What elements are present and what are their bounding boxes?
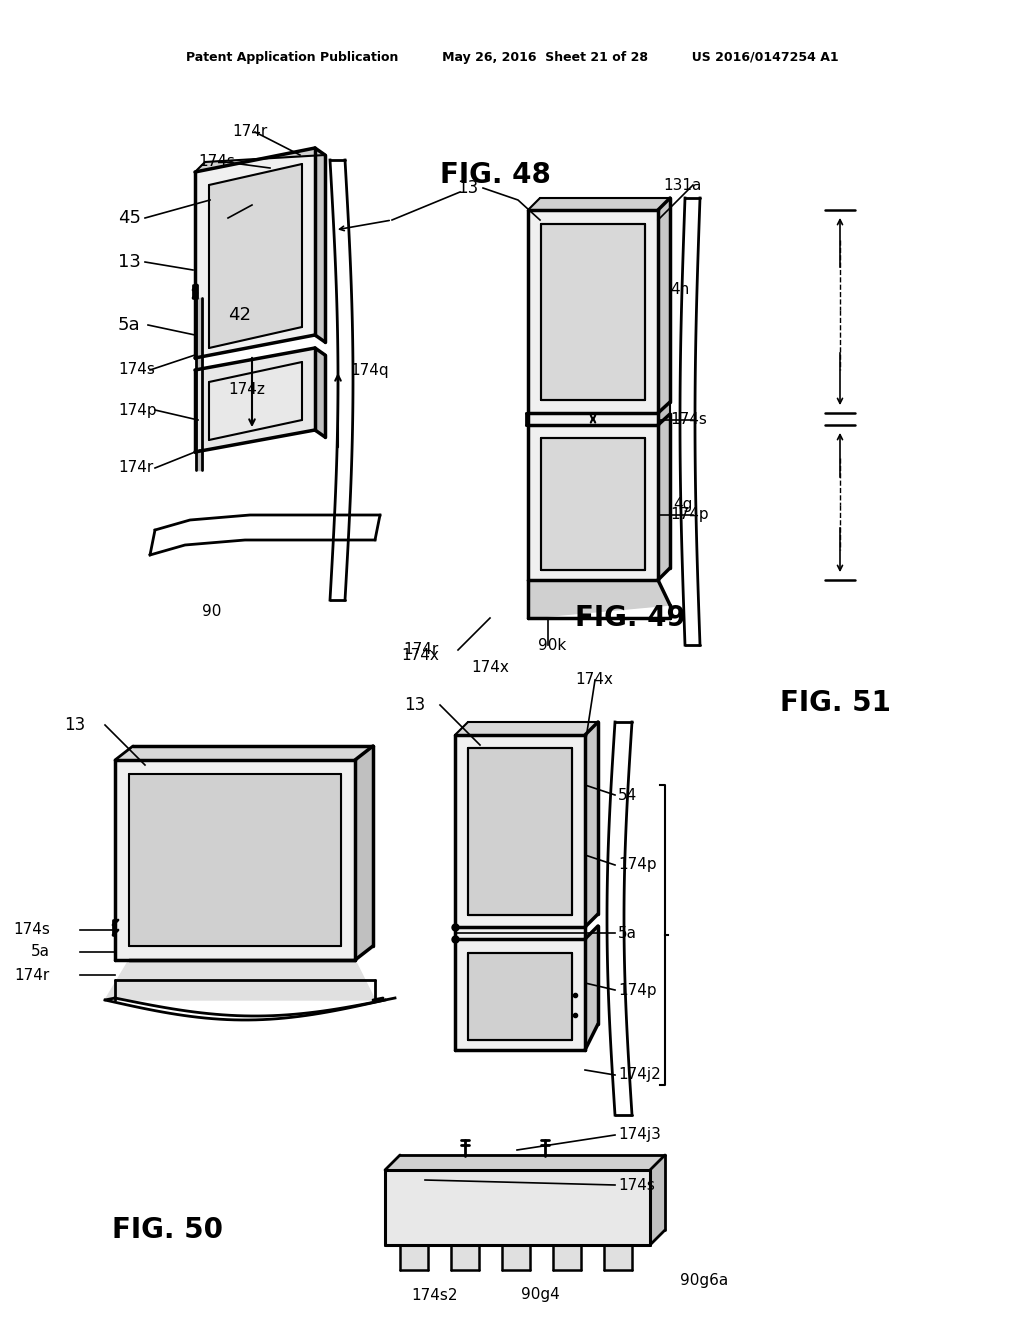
- Text: 174j2: 174j2: [618, 1068, 660, 1082]
- Polygon shape: [468, 953, 572, 1040]
- Text: 42: 42: [228, 306, 251, 323]
- Text: 174x: 174x: [401, 648, 439, 663]
- Text: FIG. 48: FIG. 48: [440, 161, 551, 189]
- Text: 174s: 174s: [13, 923, 50, 937]
- Text: 174s: 174s: [618, 1177, 655, 1192]
- Text: 90k: 90k: [538, 638, 566, 652]
- Polygon shape: [541, 224, 645, 400]
- Text: 174j3: 174j3: [618, 1127, 660, 1143]
- Text: 131a: 131a: [663, 177, 701, 193]
- Polygon shape: [455, 735, 585, 1049]
- Text: 174x: 174x: [575, 672, 613, 688]
- Text: 174q: 174q: [350, 363, 389, 378]
- Text: 174s: 174s: [670, 412, 707, 428]
- Polygon shape: [528, 579, 670, 618]
- Polygon shape: [650, 1155, 665, 1245]
- Text: FIG. 51: FIG. 51: [780, 689, 891, 717]
- Polygon shape: [315, 148, 325, 342]
- Text: 174r: 174r: [403, 643, 438, 657]
- Polygon shape: [355, 746, 373, 960]
- Text: 90: 90: [202, 605, 221, 619]
- Text: 5a: 5a: [118, 315, 140, 334]
- Polygon shape: [195, 148, 315, 358]
- Polygon shape: [468, 748, 572, 915]
- Polygon shape: [115, 760, 355, 960]
- Text: 174s: 174s: [198, 154, 234, 169]
- Text: 13: 13: [118, 253, 141, 271]
- Polygon shape: [541, 438, 645, 570]
- Polygon shape: [115, 746, 373, 760]
- Text: FIG. 49: FIG. 49: [575, 605, 686, 632]
- Polygon shape: [528, 210, 658, 579]
- Polygon shape: [195, 348, 315, 451]
- Text: 5a: 5a: [618, 925, 637, 940]
- Polygon shape: [129, 774, 341, 946]
- Polygon shape: [385, 1155, 665, 1170]
- Text: 174s: 174s: [118, 363, 155, 378]
- Polygon shape: [658, 403, 670, 425]
- Text: 174r: 174r: [118, 461, 154, 475]
- Text: 174x: 174x: [471, 660, 509, 675]
- Text: FIG. 50: FIG. 50: [113, 1216, 223, 1243]
- Text: 174p: 174p: [618, 982, 656, 998]
- Polygon shape: [195, 148, 325, 172]
- Polygon shape: [451, 1245, 479, 1270]
- Text: 13: 13: [63, 715, 85, 734]
- Polygon shape: [553, 1245, 581, 1270]
- Text: 4h: 4h: [670, 282, 689, 297]
- Text: 90g6a: 90g6a: [680, 1272, 728, 1287]
- Polygon shape: [658, 414, 670, 579]
- Polygon shape: [400, 1245, 428, 1270]
- Text: 174r: 174r: [14, 968, 50, 982]
- Text: 45: 45: [118, 209, 141, 227]
- Text: 54: 54: [618, 788, 637, 803]
- Polygon shape: [315, 348, 325, 437]
- Polygon shape: [196, 298, 202, 470]
- Text: 174z: 174z: [228, 383, 265, 397]
- Text: 13: 13: [457, 180, 478, 197]
- Polygon shape: [604, 1245, 632, 1270]
- Polygon shape: [209, 164, 302, 348]
- Text: 174r: 174r: [232, 124, 267, 140]
- Text: 5a: 5a: [31, 945, 50, 960]
- Text: 174s2: 174s2: [412, 1287, 459, 1303]
- Polygon shape: [585, 927, 598, 1049]
- Polygon shape: [585, 722, 598, 927]
- Polygon shape: [658, 198, 670, 413]
- Text: 174p: 174p: [118, 403, 157, 417]
- Polygon shape: [105, 960, 375, 1001]
- Text: 13: 13: [403, 696, 425, 714]
- Text: Patent Application Publication          May 26, 2016  Sheet 21 of 28          US: Patent Application Publication May 26, 2…: [185, 50, 839, 63]
- Text: 90g4: 90g4: [520, 1287, 559, 1303]
- Polygon shape: [385, 1170, 650, 1245]
- Polygon shape: [528, 198, 670, 210]
- Polygon shape: [502, 1245, 530, 1270]
- Text: 174p: 174p: [618, 858, 656, 873]
- Polygon shape: [455, 722, 598, 735]
- Text: 174p: 174p: [670, 507, 709, 523]
- Text: 4g: 4g: [673, 498, 692, 512]
